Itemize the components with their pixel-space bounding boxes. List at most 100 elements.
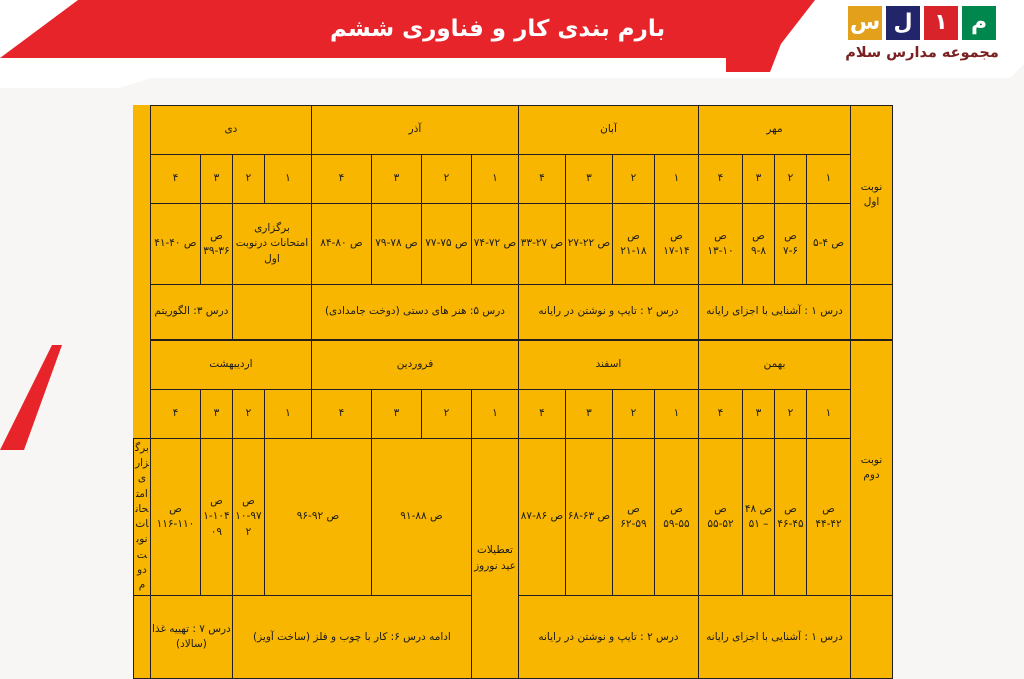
pages-cell: ص ۹۲-۹۶ (263, 437, 372, 597)
lesson-cell: درس ۲ : تایپ و نوشتن در رایانه (517, 595, 699, 679)
pages-cell: ص ۴-۵ (806, 203, 851, 285)
month-aban: آبان (517, 105, 699, 155)
barem-bandi-schedule-table: نوبت اول مهر آبان آذر دی ۱ ۲ ۳ ۴ ۱ ۲ ۳ ۴… (133, 105, 893, 679)
term1-week-row: ۱ ۲ ۳ ۴ ۱ ۲ ۳ ۴ ۱ ۲ ۳ ۴ ۱ ۲ ۳ ۴ (134, 154, 893, 204)
week-esfand-4: ۴ (517, 389, 566, 439)
week-dey-4: ۴ (149, 154, 201, 204)
week-ordibehesht-2: ۲ (231, 389, 265, 439)
pages-cell: ص ۲۷-۳۳ (517, 203, 566, 285)
week-aban-3: ۳ (564, 154, 613, 204)
month-azar: آذر (310, 105, 519, 155)
term2-week-row: ۱ ۲ ۳ ۴ ۱ ۲ ۳ ۴ ۱ ۲ ۳ ۴ ۱ ۲ ۳ ۴ (134, 389, 893, 439)
term1-pages-row: ص ۴-۵ ص ۶-۷ ص ۸-۹ ص ۱۰-۱۳ ص ۱۴-۱۷ ص ۱۸-۲… (134, 203, 893, 285)
pages-cell: ص ۳۶-۳۹ (199, 203, 233, 285)
week-aban-1: ۱ (653, 154, 699, 204)
pages-cell: ص ۵۲-۵۵ (697, 437, 744, 597)
week-mehr-3: ۳ (742, 154, 775, 204)
pages-cell: ص ۸۰-۸۴ (310, 203, 372, 285)
week-ordibehesht-3: ۳ (199, 389, 233, 439)
week-esfand-3: ۳ (564, 389, 613, 439)
logo-square-alef: ۱ (924, 6, 958, 40)
month-mehr: مهر (697, 105, 852, 155)
logo-square-sin: س (848, 6, 882, 40)
week-farvardin-2: ۲ (420, 389, 472, 439)
term2-pages-row: ص ۴۲-۴۴ ص ۴۵-۴۶ ص ۴۸ – ۵۱ ص ۵۲-۵۵ ص ۵۵-۵… (133, 437, 893, 679)
month-dey: دی (149, 105, 312, 155)
week-azar-1: ۱ (470, 154, 519, 204)
lesson-cell: درس ۲ : تایپ و نوشتن در رایانه (517, 284, 699, 341)
pages-cell: ص ۱۱۰-۱۱۶ (149, 437, 201, 597)
term2-label: نوبت دوم (850, 339, 893, 597)
pages-cell: ص ۲۲-۲۷ (564, 203, 613, 285)
empty-cell (133, 595, 151, 679)
pages-cell: ص ۷۸-۷۹ (370, 203, 422, 285)
week-aban-2: ۲ (611, 154, 655, 204)
week-aban-4: ۴ (517, 154, 566, 204)
week-mehr-2: ۲ (774, 154, 807, 204)
pages-cell: ص ۱۰-۱۳ (697, 203, 744, 285)
week-azar-4: ۴ (310, 154, 372, 204)
pages-cell: ص ۵۵-۵۹ (653, 437, 699, 597)
pages-cell: ص ۵۹-۶۲ (611, 437, 655, 597)
term2-month-row: نوبت دوم بهمن اسفند فروردین اردیبهشت (134, 339, 893, 597)
week-farvardin-3: ۳ (370, 389, 422, 439)
pages-cell: ص ۸-۹ (742, 203, 775, 285)
logo-wordmark: مجموعه مدارس سلام (845, 45, 999, 61)
logo: م ۱ ل س مجموعه مدارس سلام (834, 6, 1010, 72)
empty-cell (231, 284, 312, 341)
empty-cell (850, 284, 893, 341)
pages-cell: ص ۴۰-۴۱ (149, 203, 201, 285)
header-red-shape (0, 0, 815, 58)
pages-cell: ص ۷۲-۷۴ (470, 203, 519, 285)
pages-cell: ص ۱۰۴-۱۰۹ (199, 437, 233, 597)
term2-exam-cell: برگزاری امتحانات نوبت دوم (133, 437, 151, 597)
month-bahman: بهمن (697, 339, 852, 390)
month-farvardin: فروردین (310, 339, 519, 390)
week-dey-3: ۳ (199, 154, 233, 204)
pages-cell: ص ۹۷-۱۰۲ (231, 437, 265, 597)
pages-cell: ص ۴۲-۴۴ (806, 437, 851, 597)
logo-square-lam: ل (886, 6, 920, 40)
lesson-cell: درس ۳: الگوریتم (149, 284, 233, 341)
week-ordibehesht-4: ۴ (149, 389, 201, 439)
week-dey-2: ۲ (231, 154, 265, 204)
term1-label: نوبت اول (850, 105, 893, 285)
week-esfand-1: ۱ (653, 389, 699, 439)
week-farvardin-4: ۴ (310, 389, 372, 439)
lesson-cell: ادامه درس ۶: کار با چوب و فلز (ساخت آویز… (231, 595, 472, 679)
month-ordibehesht: اردیبهشت (149, 339, 312, 390)
week-esfand-2: ۲ (611, 389, 655, 439)
pages-cell: ص ۴۸ – ۵۱ (742, 437, 775, 597)
week-azar-3: ۳ (370, 154, 422, 204)
pages-cell: ص ۷۵-۷۷ (420, 203, 472, 285)
term2-lesson-row: درس ۱ : آشنایی با اجزای رایانه درس ۲ : ت… (133, 595, 893, 679)
logo-letter-squares: م ۱ ل س (848, 6, 996, 40)
nowruz-holiday-cell: تعطیلات عید نوروز (470, 437, 519, 679)
decorative-red-diagonal (0, 345, 62, 450)
week-mehr-1: ۱ (806, 154, 851, 204)
week-dey-1: ۱ (263, 154, 312, 204)
term1-lesson-row: درس ۱ : آشنایی با اجزای رایانه درس ۲ : ت… (134, 284, 893, 341)
term1-month-row: نوبت اول مهر آبان آذر دی (134, 105, 893, 285)
week-bahman-4: ۴ (697, 389, 744, 439)
week-ordibehesht-1: ۱ (263, 389, 312, 439)
lesson-cell: درس ۷ : تهییه غذا (سالاد) (149, 595, 233, 679)
pages-cell: ص ۶-۷ (774, 203, 807, 285)
pages-cell: ص ۸۶-۸۷ (517, 437, 566, 597)
month-esfand: اسفند (517, 339, 699, 390)
pages-cell: ص ۴۵-۴۶ (774, 437, 807, 597)
lesson-cell: درس ۱ : آشنایی با اجزای رایانه (697, 595, 852, 679)
week-farvardin-1: ۱ (470, 389, 519, 439)
pages-cell: ص ۸۸-۹۱ (370, 437, 472, 597)
lesson-cell: درس ۱ : آشنایی با اجزای رایانه (697, 284, 852, 341)
week-azar-2: ۲ (420, 154, 472, 204)
week-mehr-4: ۴ (697, 154, 744, 204)
page-title: بارم بندی کار و فناوری ششم (330, 16, 666, 42)
week-bahman-1: ۱ (806, 389, 851, 439)
pages-cell: ص ۱۸-۲۱ (611, 203, 655, 285)
pages-cell: ص ۱۴-۱۷ (653, 203, 699, 285)
pages-cell: ص ۶۳-۶۸ (564, 437, 613, 597)
page-header: بارم بندی کار و فناوری ششم م ۱ ل س مجموع… (0, 0, 1024, 92)
empty-cell (850, 595, 893, 679)
logo-square-mim: م (962, 6, 996, 40)
